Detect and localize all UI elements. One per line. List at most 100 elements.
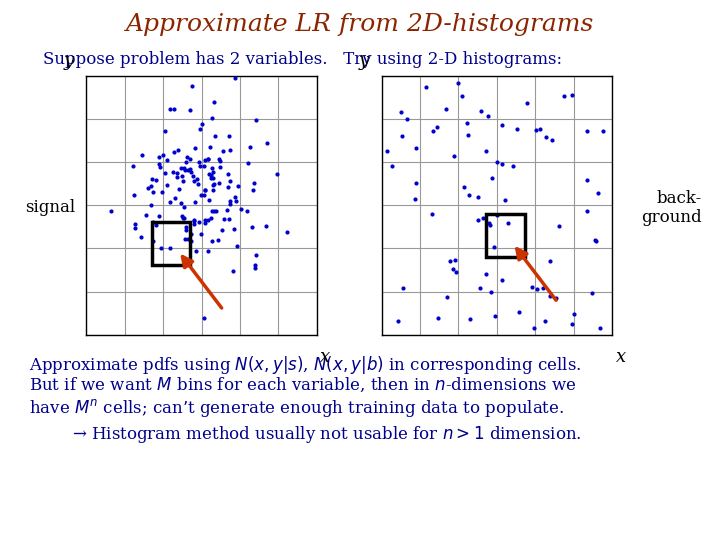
Point bbox=[248, 179, 260, 187]
Point bbox=[449, 255, 460, 264]
Point bbox=[229, 192, 240, 201]
Point bbox=[156, 244, 167, 252]
Point bbox=[397, 284, 409, 293]
Point bbox=[491, 211, 503, 219]
Point bbox=[247, 186, 258, 195]
Point bbox=[531, 284, 543, 293]
Point bbox=[150, 221, 161, 230]
Point bbox=[539, 317, 551, 326]
Point bbox=[463, 191, 474, 199]
Point bbox=[171, 173, 182, 181]
Point bbox=[534, 124, 546, 133]
Point bbox=[182, 234, 194, 243]
Text: y: y bbox=[63, 52, 73, 70]
Point bbox=[150, 176, 162, 185]
Point bbox=[223, 132, 235, 140]
Point bbox=[228, 267, 239, 275]
Point bbox=[145, 201, 157, 210]
Point bbox=[224, 146, 235, 154]
Point bbox=[175, 164, 186, 172]
Point bbox=[199, 156, 211, 164]
Point bbox=[410, 144, 421, 153]
Point bbox=[477, 214, 489, 222]
Point bbox=[221, 205, 233, 214]
Point bbox=[483, 219, 495, 228]
Point bbox=[202, 247, 214, 255]
Point bbox=[202, 155, 214, 164]
Point bbox=[176, 172, 188, 180]
Text: have $M^n$ cells; can’t generate enough training data to populate.: have $M^n$ cells; can’t generate enough … bbox=[29, 397, 564, 419]
Point bbox=[198, 162, 210, 171]
Point bbox=[203, 170, 215, 178]
Point bbox=[205, 213, 217, 222]
Text: x: x bbox=[320, 348, 330, 366]
Point bbox=[159, 126, 171, 135]
Point bbox=[567, 320, 578, 328]
Point bbox=[188, 215, 199, 224]
Point bbox=[178, 213, 189, 222]
Point bbox=[202, 215, 213, 224]
Point bbox=[209, 131, 220, 140]
Point bbox=[582, 207, 593, 215]
Point bbox=[472, 193, 483, 201]
Point bbox=[206, 237, 217, 245]
Point bbox=[222, 170, 234, 178]
Text: Suppose problem has 2 variables.   Try using 2-D histograms:: Suppose problem has 2 variables. Try usi… bbox=[43, 51, 562, 68]
Point bbox=[199, 219, 211, 227]
Point bbox=[216, 226, 228, 235]
Point bbox=[214, 155, 225, 164]
Point bbox=[186, 82, 197, 91]
Point bbox=[459, 183, 470, 191]
Point bbox=[452, 78, 464, 87]
Text: → Histogram method usually not usable for $n > 1$ dimension.: → Histogram method usually not usable fo… bbox=[72, 424, 582, 445]
Point bbox=[148, 187, 159, 196]
Point bbox=[158, 151, 169, 159]
Point bbox=[224, 197, 235, 205]
Point bbox=[206, 206, 217, 215]
Point bbox=[147, 174, 158, 183]
Bar bbox=[487, 214, 525, 257]
Point bbox=[215, 163, 226, 171]
Point bbox=[164, 244, 176, 252]
Point bbox=[174, 185, 185, 193]
Point bbox=[511, 124, 523, 133]
Point bbox=[526, 283, 537, 292]
Point bbox=[155, 163, 166, 171]
Point bbox=[528, 323, 540, 332]
Point bbox=[204, 143, 216, 152]
Point bbox=[164, 105, 176, 113]
Point bbox=[136, 151, 148, 159]
Point bbox=[426, 210, 437, 219]
Point bbox=[233, 182, 244, 191]
Point bbox=[433, 314, 444, 323]
Point bbox=[164, 198, 176, 206]
Point bbox=[202, 154, 213, 163]
Point bbox=[462, 119, 473, 128]
Point bbox=[249, 264, 261, 273]
Point bbox=[428, 127, 439, 136]
Point bbox=[186, 230, 197, 239]
Point bbox=[441, 292, 453, 301]
Point bbox=[224, 200, 235, 209]
Point bbox=[147, 237, 158, 246]
Point bbox=[231, 241, 243, 250]
Point bbox=[491, 157, 503, 166]
Point bbox=[217, 147, 228, 156]
Point bbox=[188, 220, 199, 228]
Point bbox=[178, 214, 189, 222]
Point bbox=[500, 195, 511, 204]
Point bbox=[140, 211, 152, 219]
Point bbox=[558, 92, 570, 100]
Point bbox=[207, 186, 219, 194]
Point bbox=[420, 83, 432, 91]
Point bbox=[586, 289, 598, 298]
Text: But if we want $M$ bins for each variable, then in $n$-dimensions we: But if we want $M$ bins for each variabl… bbox=[29, 375, 577, 394]
Point bbox=[207, 174, 219, 183]
Point bbox=[173, 146, 184, 154]
Point bbox=[484, 221, 495, 230]
Point bbox=[206, 164, 217, 172]
Point bbox=[592, 188, 603, 197]
Point bbox=[195, 190, 207, 199]
Point bbox=[581, 127, 593, 136]
Point bbox=[194, 161, 206, 170]
